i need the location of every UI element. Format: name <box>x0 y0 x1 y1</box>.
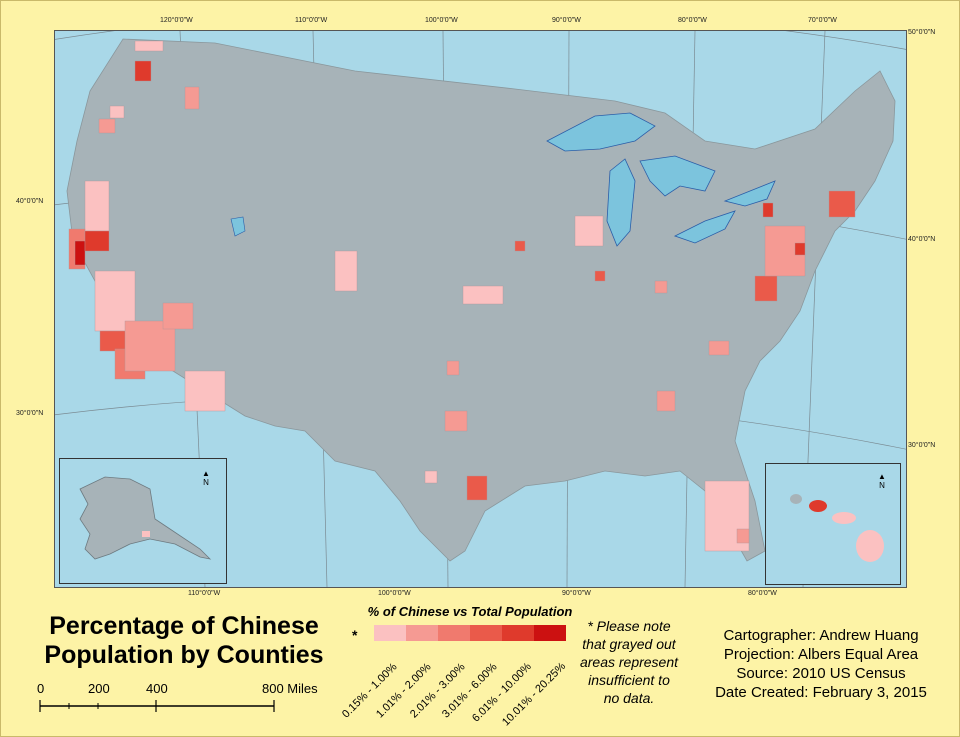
tick-top-110w: 110°0'0"W <box>295 17 328 24</box>
north-arrow-icon: ▲ <box>202 469 210 478</box>
note-line5: no data. <box>603 690 655 706</box>
legend-swatch-2 <box>406 625 438 641</box>
scale-bar <box>39 700 275 712</box>
tick-left-30n: 30°0'0"N <box>16 410 44 417</box>
tick-bottom-90w: 90°0'0"W <box>562 590 591 597</box>
tick-bottom-80w: 80°0'0"W <box>748 590 777 597</box>
map-title-line1: Percentage of Chinese <box>49 612 319 640</box>
tick-top-80w: 80°0'0"W <box>678 17 707 24</box>
map-title: Percentage of Chinese Population by Coun… <box>14 612 354 670</box>
scale-label-800: 800 Miles <box>262 681 318 696</box>
alaska-canvas <box>79 476 212 560</box>
legend-swatch-4 <box>470 625 502 641</box>
tick-bottom-110w: 110°0'0"W <box>188 590 221 597</box>
tick-top-120w: 120°0'0"W <box>160 17 193 24</box>
tick-right-30n: 30°0'0"N <box>908 442 936 449</box>
north-arrow-icon: ▲ <box>878 472 886 481</box>
north-arrow-hawaii: ▲ N <box>878 472 886 490</box>
north-label: N <box>203 478 209 487</box>
scale-label-0: 0 <box>37 681 45 696</box>
hawaii-oahu <box>809 500 827 512</box>
legend-swatch-1 <box>374 625 406 641</box>
credit-projection: Projection: Albers Equal Area <box>723 646 919 663</box>
hawaii-big-island <box>856 530 884 562</box>
hawaii-inset: ▲ N <box>765 463 901 585</box>
tick-bottom-100w: 100°0'0"W <box>378 590 411 597</box>
tick-top-90w: 90°0'0"W <box>552 17 581 24</box>
north-label: N <box>879 481 885 490</box>
map-title-line2: Population by Counties <box>44 641 324 669</box>
credit-cartographer: Cartographer: Andrew Huang <box>723 627 919 644</box>
north-arrow-alaska: ▲ N <box>202 469 210 487</box>
great-salt-lake <box>230 216 246 237</box>
tick-left-40n: 40°0'0"N <box>16 198 44 205</box>
note-line3: areas represent <box>579 654 679 670</box>
credit-date: Date Created: February 3, 2015 <box>715 684 927 701</box>
scale-label-200: 200 <box>88 681 110 696</box>
county-highlights <box>68 40 856 552</box>
tick-top-100w: 100°0'0"W <box>425 17 458 24</box>
credits-block: Cartographer: Andrew Huang Projection: A… <box>690 626 952 702</box>
credit-source: Source: 2010 US Census <box>736 665 906 682</box>
hawaii-canvas <box>790 494 884 562</box>
tick-right-40n: 40°0'0"N <box>908 236 936 243</box>
note-line1: * Please note <box>587 618 671 634</box>
note-line2: that grayed out <box>582 636 676 652</box>
hawaii-kauai <box>790 494 802 504</box>
great-lakes <box>546 112 776 247</box>
tick-right-50n: 50°0'0"N <box>908 29 936 36</box>
scale-label-400: 400 <box>146 681 168 696</box>
nodata-note: * Please note that grayed out areas repr… <box>570 617 688 707</box>
legend-swatch-5 <box>502 625 534 641</box>
legend-swatch-3 <box>438 625 470 641</box>
tick-top-70w: 70°0'0"W <box>808 17 837 24</box>
note-line4: insufficient to <box>588 672 670 688</box>
alaska-inset: ▲ N <box>59 458 227 584</box>
legend-swatch-6 <box>534 625 566 641</box>
legend-title: % of Chinese vs Total Population <box>367 604 573 619</box>
hawaii-maui <box>832 512 856 524</box>
legend-star: * <box>352 627 358 643</box>
main-map: ▲ N ▲ N <box>54 30 907 588</box>
map-canvas <box>55 31 906 587</box>
alaska-land <box>79 476 212 560</box>
